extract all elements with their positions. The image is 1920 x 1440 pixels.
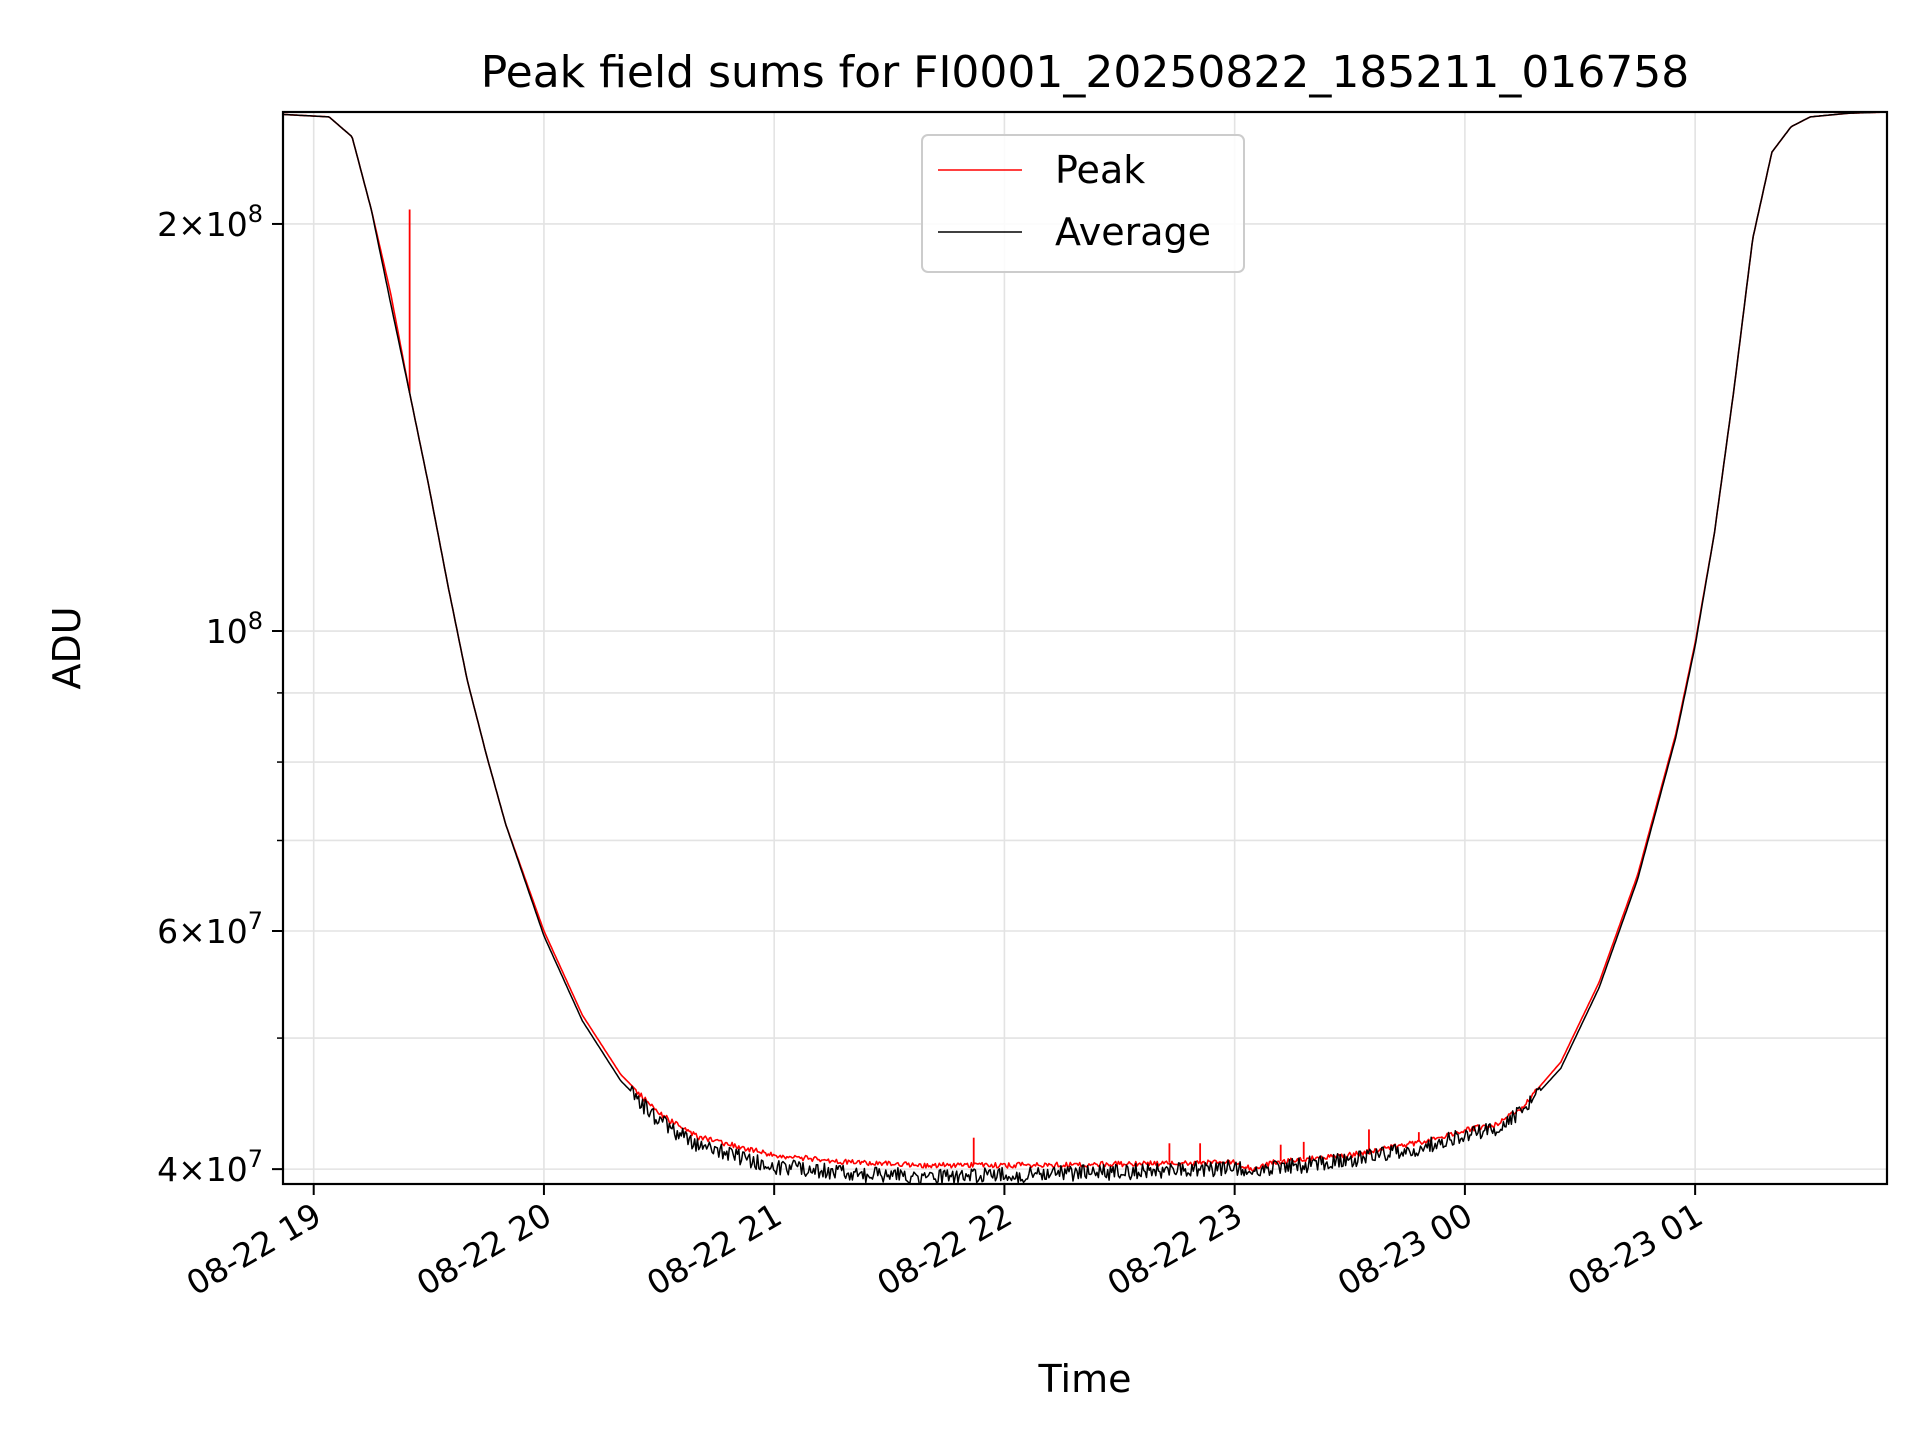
legend-label-peak: Peak (1055, 148, 1145, 192)
series-line-average (282, 111, 1887, 1185)
y-axis-label: ADU (45, 606, 89, 689)
x-axis-label: Time (1038, 1357, 1132, 1401)
chart-title: Peak field sums for FI0001_20250822_1852… (481, 47, 1690, 98)
y-tick-label: 4×107 (157, 1145, 263, 1189)
y-axis-ticks: 4×107 6×107 108 2×108 (157, 200, 283, 1189)
series-line-peak (282, 111, 1887, 1172)
y-tick-label: 2×108 (157, 200, 263, 244)
plot-frame (281, 110, 1889, 1186)
y-tick-label: 6×107 (157, 907, 263, 951)
series-layer (282, 111, 1887, 1185)
legend-label-average: Average (1055, 210, 1211, 254)
legend: Peak Average (921, 134, 1245, 273)
y-tick-label: 108 (206, 607, 263, 651)
